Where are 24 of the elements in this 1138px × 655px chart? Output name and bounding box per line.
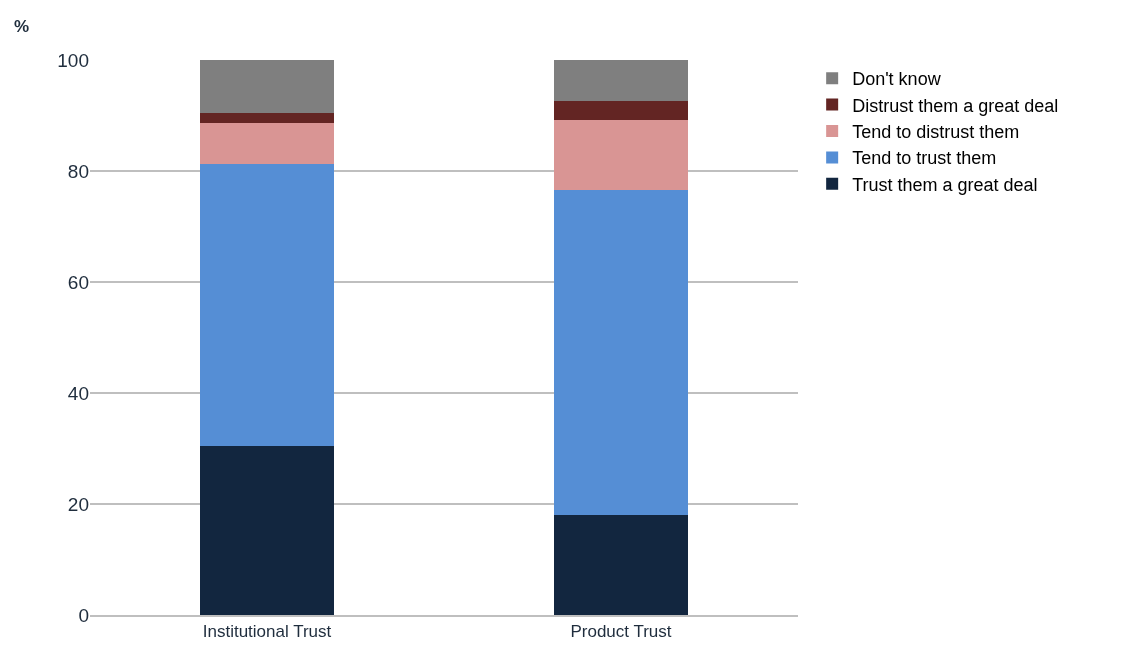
bar <box>553 60 689 102</box>
bar <box>553 119 689 191</box>
y-tick-label: 60 <box>67 271 89 293</box>
legend-label: Tend to trust them <box>852 148 997 169</box>
bar <box>553 101 689 120</box>
bar <box>199 446 335 615</box>
bar <box>553 190 689 516</box>
y-tick-label: 80 <box>67 160 89 182</box>
bar <box>553 515 689 615</box>
y-tick-label: 40 <box>67 382 89 404</box>
legend-label: Tend to distrust them <box>852 122 1020 143</box>
y-tick-label: 100 <box>57 49 89 71</box>
bar <box>199 123 335 165</box>
x-tick-label: Institutional Trust <box>202 622 332 642</box>
legend-label: Don't know <box>852 69 942 90</box>
y-tick-label: 0 <box>78 604 89 626</box>
y-axis-title: % <box>14 17 30 36</box>
legend-label: Trust them a great deal <box>852 174 1038 195</box>
bar <box>199 112 335 124</box>
y-tick-label: 20 <box>67 493 89 515</box>
legend-label: Distrust them a great deal <box>852 95 1059 116</box>
x-tick-label: Product Trust <box>570 622 672 642</box>
bar <box>199 164 335 447</box>
bar <box>199 60 335 113</box>
